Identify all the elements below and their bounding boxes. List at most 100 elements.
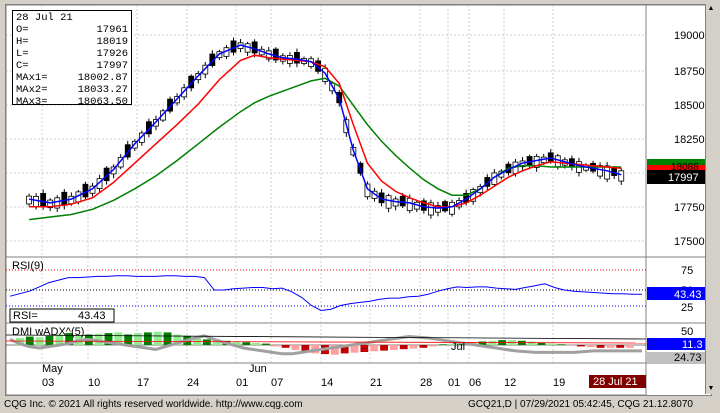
dmi-value-box-2 (647, 352, 710, 363)
ohlc-key: L= (16, 48, 29, 60)
dmi-bar (439, 344, 448, 345)
ohlc-row: C= 17997 (16, 60, 128, 72)
dmi-bar (567, 345, 575, 346)
ohlc-row: MAx2= 18033.27 (16, 84, 128, 96)
dmi-bar (232, 341, 241, 345)
candle-body (484, 177, 491, 187)
day-label: 28 (420, 377, 432, 389)
candle-body (597, 165, 603, 177)
rsi-current-label: 43.43 (674, 289, 702, 301)
dmi-bar (114, 332, 123, 345)
current-date-box (589, 375, 646, 388)
month-label: May (42, 363, 63, 375)
dmi-bar (616, 345, 625, 348)
date-axis-labels: May Jun Jul 03 10 17 24 01 07 14 21 28 0… (42, 341, 565, 389)
candle-body (117, 156, 124, 168)
dmi-minus-line (5, 340, 647, 344)
dmi-bar (527, 341, 536, 345)
ohlc-row: L= 17926 (16, 48, 128, 60)
chart-canvas[interactable]: 19000 18750 18500 18250 17750 17500 1808… (5, 4, 712, 396)
dmi-bar (478, 341, 487, 345)
dmi-bar (537, 342, 546, 345)
ohlc-key: O= (16, 24, 29, 36)
candle-body (554, 155, 561, 168)
dmi-bar (124, 334, 133, 345)
dmi-bar (626, 345, 634, 348)
vertical-scrollbar[interactable]: ▲ ▼ (705, 4, 716, 394)
scroll-up-icon[interactable]: ▲ (706, 4, 716, 14)
ohlc-row: O= 17961 (16, 24, 128, 36)
rsi-readout-box (9, 308, 115, 323)
status-footer: CQG Inc. © 2021 All rights reserved worl… (0, 397, 720, 413)
candle-body (547, 152, 554, 162)
ohlc-value: 18019 (96, 36, 128, 48)
dmi-bar (153, 331, 162, 345)
candle-body (427, 202, 434, 216)
ohlc-info-box: 28 Jul 21 O= 17961 H= 18019 L= 17926 C= … (12, 10, 132, 108)
month-label: Jul (451, 341, 465, 353)
ohlc-key: MAx3= (16, 96, 48, 108)
ohlc-key: C= (16, 60, 29, 72)
dmi-bar (586, 345, 595, 348)
candle-body (618, 170, 625, 182)
dmi-bar (55, 334, 64, 345)
ohlc-row: MAx3= 18063.50 (16, 96, 128, 108)
dmi-bar (301, 345, 310, 352)
symbol-timestamp: GCQ21,D | 07/29/2021 05:42:45, CQG 21.12… (468, 399, 693, 410)
dmi-bar (94, 333, 103, 345)
month-label: Jun (249, 363, 267, 375)
ma1-line (28, 44, 622, 209)
ohlc-date: 28 Jul 21 (16, 12, 73, 24)
price-tick: 18500 (674, 100, 705, 112)
dmi-bar (350, 345, 359, 353)
dmi-value-box-1 (647, 338, 710, 350)
dmi-bar (291, 345, 300, 350)
dmi-value-1: 11.3 (682, 339, 703, 351)
dmi-bar (576, 345, 585, 347)
ohlc-date-row: 28 Jul 21 (16, 12, 128, 24)
candle-body (406, 197, 413, 212)
day-label: 19 (553, 377, 565, 389)
candle-body (294, 52, 300, 64)
dmi-bar (271, 345, 280, 347)
ma3-line (29, 77, 622, 221)
candle-body (604, 165, 611, 180)
ohlc-key: MAx1= (16, 72, 48, 84)
ohlc-value: 17926 (96, 48, 128, 60)
price-tick: 17500 (674, 236, 705, 248)
adx-line (9, 334, 642, 356)
dmi-value-2: 24.73 (674, 352, 702, 364)
candle-body (138, 132, 145, 143)
day-label: 01 (236, 377, 248, 389)
candle-body (435, 205, 441, 213)
price-tick: 17750 (674, 202, 705, 214)
current-date-label: 28 Jul 21 (593, 376, 638, 388)
ohlc-value: 18063.50 (77, 96, 128, 108)
rsi-line (9, 275, 642, 312)
candle-body (209, 53, 216, 66)
dmi-bar (399, 345, 408, 350)
hidden-price-label: 18088 (671, 162, 699, 173)
ma-color-tag-red (647, 165, 710, 171)
dmi-bar (45, 335, 54, 345)
dmi-bar (262, 343, 270, 345)
candle-body (160, 110, 166, 121)
scroll-down-icon[interactable]: ▼ (706, 384, 716, 394)
dmi-bar (143, 332, 152, 345)
last-price-label: 17997 (668, 172, 699, 184)
day-label: 17 (137, 377, 149, 389)
rsi-readout-value: 43.43 (78, 310, 106, 322)
rsi-tick: 75 (681, 265, 693, 277)
ohlc-row: MAx1= 18002.87 (16, 72, 128, 84)
ohlc-key: H= (16, 36, 29, 48)
dmi-bar (596, 345, 605, 348)
dmi-bar (242, 342, 251, 345)
last-price-box (647, 170, 710, 184)
candle-body (124, 144, 131, 158)
rsi-title: RSI(9) (12, 260, 44, 272)
price-axis-labels: 19000 18750 18500 18250 17750 17500 (674, 30, 705, 248)
rsi-tick: 25 (681, 302, 693, 314)
rsi-current-box (647, 287, 710, 300)
dmi-bar (173, 334, 182, 345)
day-label: 03 (42, 377, 54, 389)
